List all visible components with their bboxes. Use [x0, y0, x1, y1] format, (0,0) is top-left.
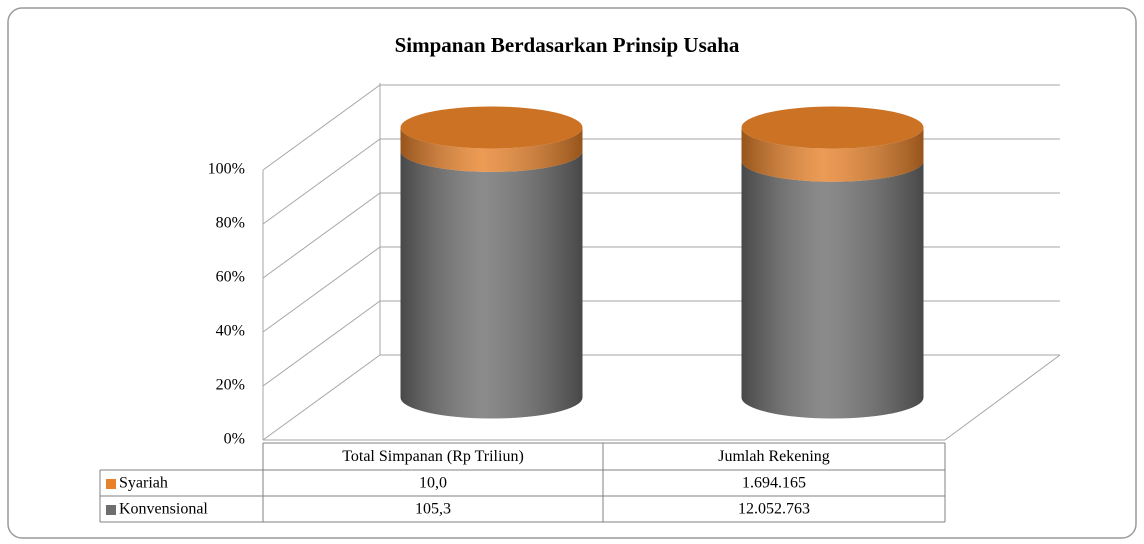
grid-line	[262, 84, 1060, 171]
data-label: 12.052.763	[738, 501, 810, 518]
y-tick-label: 100%	[208, 161, 245, 178]
legend-label: Syariah	[119, 475, 168, 492]
bar-shading	[741, 160, 924, 419]
y-tick-label: 20%	[216, 377, 245, 394]
y-tick-label: 40%	[216, 323, 245, 340]
data-label: 105,3	[415, 501, 451, 518]
axes-frame	[262, 83, 1061, 441]
data-label: 1.694.165	[742, 475, 806, 492]
bar-shading	[400, 127, 583, 172]
legend-swatch	[106, 479, 116, 489]
bar-shading	[741, 127, 924, 182]
chart-title: Simpanan Berdasarkan Prinsip Usaha	[395, 33, 740, 57]
bar-shading	[400, 150, 583, 419]
bar-cap	[400, 106, 583, 149]
x-tick-label: Total Simpanan (Rp Triliun)	[342, 448, 524, 465]
bar-cap-shade	[741, 106, 924, 149]
bar-cap	[741, 106, 924, 149]
legend-swatch	[106, 505, 116, 515]
legend-label: Konvensional	[119, 501, 208, 518]
y-tick-label: 0%	[224, 431, 245, 448]
x-tick-label: Jumlah Rekening	[718, 448, 830, 465]
y-tick-label: 80%	[216, 215, 245, 232]
y-tick-label: 60%	[216, 269, 245, 286]
data-label: 10,0	[419, 475, 447, 492]
bar-cap-shade	[400, 106, 583, 149]
